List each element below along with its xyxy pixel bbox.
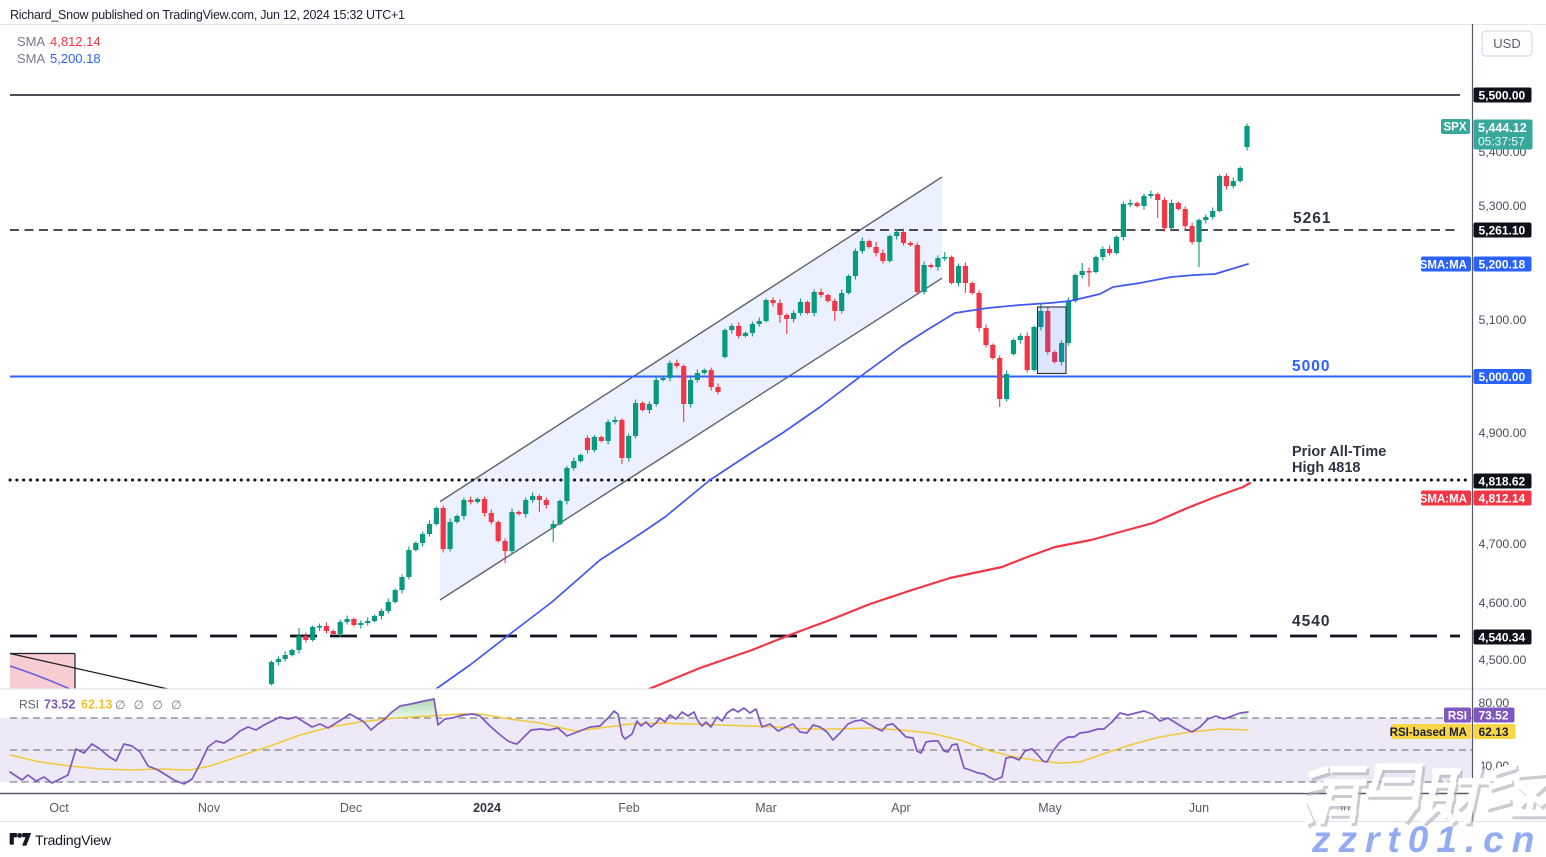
svg-text:62.13: 62.13 <box>81 698 112 712</box>
svg-text:5000: 5000 <box>1292 358 1330 375</box>
svg-text:5,261.10: 5,261.10 <box>1479 224 1526 238</box>
svg-text:Feb: Feb <box>618 801 640 815</box>
svg-text:4,818.62: 4,818.62 <box>1479 475 1526 489</box>
svg-text:4,812.14: 4,812.14 <box>50 34 101 49</box>
svg-text:Prior All-Time: Prior All-Time <box>1292 444 1386 460</box>
svg-text:4,500.00: 4,500.00 <box>1479 653 1527 667</box>
svg-text:5,300.00: 5,300.00 <box>1479 199 1527 213</box>
svg-text:SMA:MA: SMA:MA <box>1420 494 1467 506</box>
svg-text:Dec: Dec <box>340 801 362 815</box>
svg-text:SMA: SMA <box>17 51 46 66</box>
svg-text:Mar: Mar <box>755 801 777 815</box>
svg-text:SMA: SMA <box>17 34 46 49</box>
svg-text:5,200.18: 5,200.18 <box>50 51 101 66</box>
svg-text:4,600.00: 4,600.00 <box>1479 596 1527 610</box>
svg-text:High 4818: High 4818 <box>1292 460 1361 476</box>
svg-text:RSI: RSI <box>19 698 39 712</box>
svg-text:73.52: 73.52 <box>1479 709 1509 723</box>
svg-text:5,500.00: 5,500.00 <box>1479 89 1526 103</box>
svg-text:4,540.34: 4,540.34 <box>1479 631 1526 645</box>
svg-text:2024: 2024 <box>473 801 501 815</box>
svg-text:USD: USD <box>1493 36 1520 51</box>
svg-text:SPX: SPX <box>1443 122 1466 134</box>
svg-text:4,812.14: 4,812.14 <box>1479 492 1526 506</box>
svg-text:5261: 5261 <box>1293 210 1331 227</box>
svg-text:Oct: Oct <box>49 801 69 815</box>
svg-text:Apr: Apr <box>891 801 910 815</box>
svg-text:4540: 4540 <box>1292 613 1330 630</box>
svg-text:73.52: 73.52 <box>44 698 75 712</box>
svg-text:5,100.00: 5,100.00 <box>1479 313 1527 327</box>
svg-text:Jun: Jun <box>1189 801 1209 815</box>
svg-text:Nov: Nov <box>198 801 221 815</box>
svg-text:May: May <box>1038 801 1062 815</box>
svg-text:5,200.18: 5,200.18 <box>1479 258 1526 272</box>
svg-text:05:37:57: 05:37:57 <box>1478 135 1525 149</box>
svg-text:SMA:MA: SMA:MA <box>1420 260 1467 272</box>
svg-text:RSI: RSI <box>1448 711 1467 723</box>
svg-text:80.00: 80.00 <box>1479 696 1510 710</box>
svg-text:zzrt01.cn: zzrt01.cn <box>1311 819 1542 857</box>
svg-text:∅∅∅∅: ∅∅∅∅ <box>115 698 190 712</box>
svg-text:5,444.12: 5,444.12 <box>1478 121 1527 135</box>
svg-text:5,000.00: 5,000.00 <box>1479 370 1526 384</box>
svg-text:62.13: 62.13 <box>1479 725 1509 739</box>
svg-text:TradingView: TradingView <box>35 833 112 849</box>
svg-text:RSI-based MA: RSI-based MA <box>1390 727 1467 739</box>
svg-text:Richard_Snow published on Trad: Richard_Snow published on TradingView.co… <box>10 8 405 22</box>
svg-text:4,900.00: 4,900.00 <box>1479 426 1527 440</box>
svg-text:4,700.00: 4,700.00 <box>1479 537 1527 551</box>
